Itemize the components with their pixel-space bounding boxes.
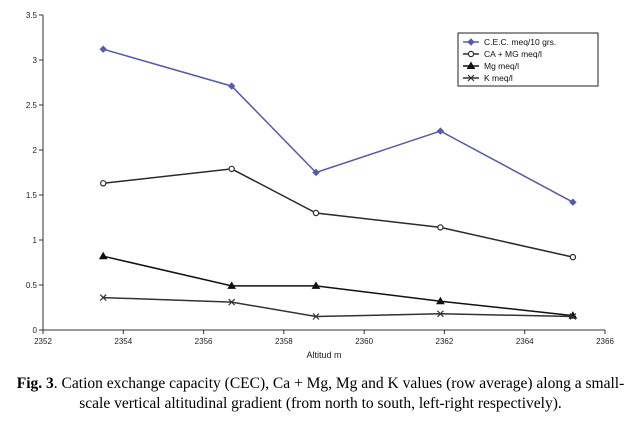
- y-tick-label: 0: [33, 326, 38, 335]
- data-point: [100, 180, 107, 187]
- data-point: [312, 168, 320, 177]
- tick-labels: 0 0.5 1 1.5 2 2.5 3 3.5 2352 2354 2356 2358 2360 2362…: [26, 11, 615, 346]
- figure-label: Fig. 3: [16, 375, 54, 392]
- data-point: [228, 165, 235, 173]
- legend: C.E.C. meq/10 grs. CA + MG meq/l Mg meq/l K…: [457, 32, 599, 87]
- x-tick-label: 2362: [436, 337, 454, 346]
- series-line: [103, 168, 574, 258]
- legend-label: C.E.C. meq/10 grs.: [484, 37, 556, 47]
- data-point: [98, 251, 108, 260]
- series-2: [100, 165, 577, 261]
- data-point: [436, 127, 445, 135]
- series-1: [99, 45, 577, 206]
- legend-marker: [467, 50, 475, 58]
- data-point: [311, 281, 321, 289]
- x-axis-title: Altitud m: [306, 350, 341, 360]
- series-line: [103, 255, 573, 317]
- legend-box: [457, 32, 599, 87]
- data-point: [569, 313, 577, 320]
- data-point: [312, 209, 320, 217]
- y-tick-label: 0.5: [26, 281, 38, 290]
- legend-item: K meq/l: [463, 73, 513, 83]
- x-tick-label: 2366: [596, 337, 614, 346]
- data-point: [436, 296, 445, 305]
- y-tick-label: 2: [33, 146, 38, 155]
- x-tick-label: 2360: [355, 337, 373, 346]
- legend-label: Mg meq/l: [484, 61, 519, 71]
- data-point: [569, 253, 577, 261]
- figure-caption: Fig. 3. Cation exchange capacity (CEC), …: [10, 374, 631, 414]
- figure-caption-text: . Cation exchange capacity (CEC), Ca + M…: [53, 375, 625, 412]
- legend-item: Mg meq/l: [463, 61, 519, 71]
- legend-label: K meq/l: [484, 73, 513, 83]
- data-point: [99, 45, 107, 53]
- series-layer: [98, 45, 578, 320]
- data-point: [227, 82, 236, 90]
- x-tick-label: 2354: [114, 337, 132, 346]
- legend-marker: [467, 74, 475, 82]
- legend-label: CA + MG meq/l: [484, 49, 542, 59]
- data-point: [569, 198, 577, 206]
- x-tick-label: 2364: [516, 337, 534, 346]
- legend-item: C.E.C. meq/10 grs.: [463, 37, 556, 47]
- y-tick-label: 2.5: [26, 101, 38, 110]
- series-3: [98, 251, 578, 319]
- x-tick-label: 2352: [34, 337, 52, 346]
- legend-marker: [466, 61, 476, 69]
- x-tick-label: 2358: [275, 337, 293, 346]
- legend-item: CA + MG meq/l: [463, 49, 542, 59]
- line-chart: 0 0.5 1 1.5 2 2.5 3 3.5 2352 2354 2356 2358 2360 2362…: [26, 11, 615, 360]
- y-tick-label: 1.5: [26, 191, 38, 200]
- data-point: [228, 298, 236, 306]
- y-tick-label: 3: [33, 56, 38, 65]
- series-4: [99, 294, 577, 320]
- series-line: [103, 296, 573, 318]
- y-tick-label: 3.5: [26, 11, 38, 20]
- x-tick-label: 2356: [195, 337, 213, 346]
- data-point: [437, 224, 444, 231]
- legend-marker: [467, 38, 475, 46]
- data-point: [312, 313, 320, 320]
- data-point: [436, 310, 444, 318]
- data-point: [227, 281, 237, 289]
- y-tick-label: 1: [33, 236, 38, 245]
- chart-axes: [39, 14, 606, 334]
- data-point: [99, 294, 107, 302]
